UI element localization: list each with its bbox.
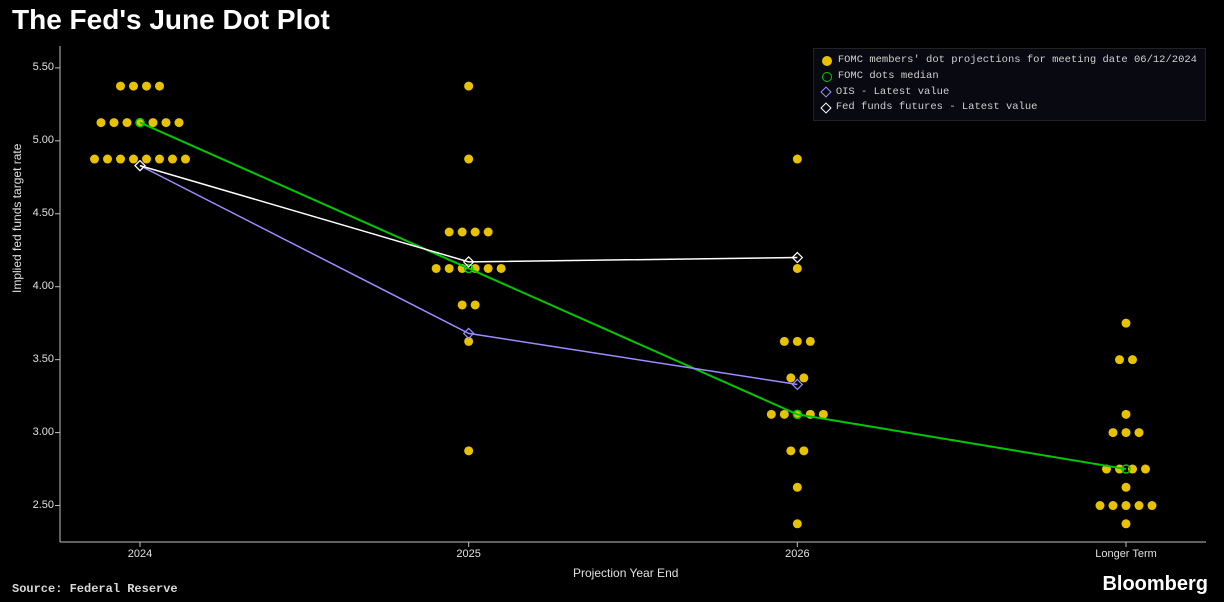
y-tick-label: 4.00 bbox=[20, 280, 54, 292]
y-tick-label: 3.50 bbox=[20, 353, 54, 365]
diamond-open-icon bbox=[820, 102, 831, 113]
x-tick-label: Longer Term bbox=[1095, 548, 1157, 560]
y-tick-label: 5.00 bbox=[20, 134, 54, 146]
legend-label: OIS - Latest value bbox=[836, 85, 949, 101]
legend-label: Fed funds futures - Latest value bbox=[836, 100, 1038, 116]
source-text: Source: Federal Reserve bbox=[12, 582, 178, 596]
x-tick-label: 2024 bbox=[128, 548, 152, 560]
x-tick-label: 2025 bbox=[456, 548, 480, 560]
chart-title: The Fed's June Dot Plot bbox=[12, 4, 330, 36]
legend-row-ois: OIS - Latest value bbox=[822, 85, 1197, 101]
diamond-open-icon bbox=[820, 87, 831, 98]
dot-icon bbox=[822, 56, 832, 66]
legend-row-median: FOMC dots median bbox=[822, 69, 1197, 85]
brand-logo: Bloomberg bbox=[1102, 573, 1208, 596]
y-tick-label: 4.50 bbox=[20, 207, 54, 219]
y-tick-label: 2.50 bbox=[20, 499, 54, 511]
circle-open-icon bbox=[822, 72, 832, 82]
y-tick-label: 5.50 bbox=[20, 61, 54, 73]
chart-area bbox=[0, 40, 1224, 580]
legend: FOMC members' dot projections for meetin… bbox=[813, 48, 1206, 121]
y-tick-label: 3.00 bbox=[20, 426, 54, 438]
x-axis-label: Projection Year End bbox=[573, 566, 678, 580]
legend-row-fff: Fed funds futures - Latest value bbox=[822, 100, 1197, 116]
x-tick-label: 2026 bbox=[785, 548, 809, 560]
legend-row-dots: FOMC members' dot projections for meetin… bbox=[822, 53, 1197, 69]
legend-label: FOMC dots median bbox=[838, 69, 939, 85]
plot-svg bbox=[0, 40, 1224, 600]
legend-label: FOMC members' dot projections for meetin… bbox=[838, 53, 1197, 69]
